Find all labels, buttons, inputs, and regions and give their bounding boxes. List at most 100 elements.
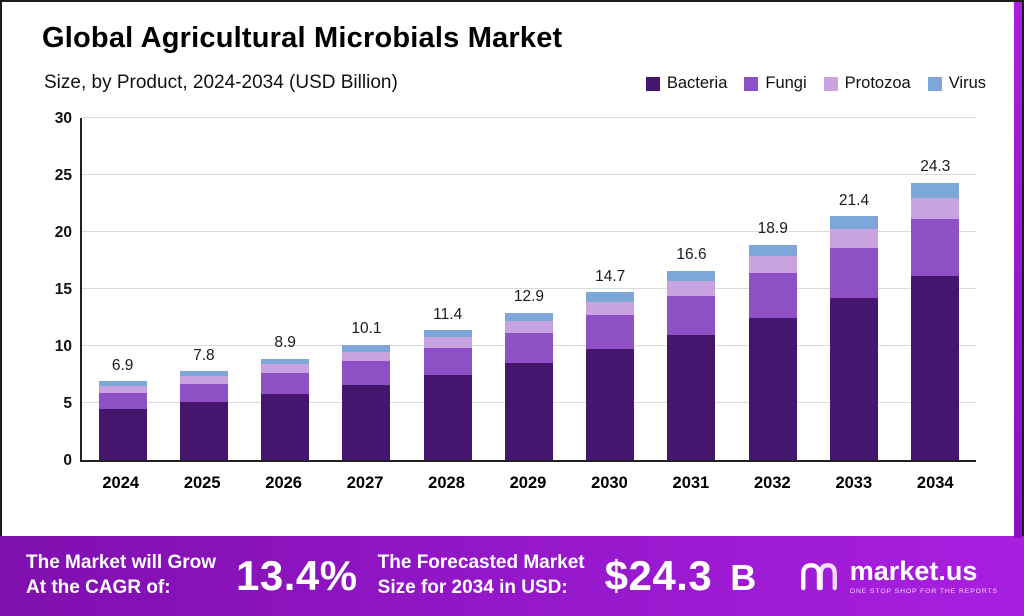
chart-subtitle: Size, by Product, 2024-2034 (USD Billion… — [44, 72, 398, 93]
brand-name: market.us — [849, 555, 978, 586]
chart-section: Global Agricultural Microbials Market Si… — [0, 0, 1024, 538]
market-us-logo-icon — [798, 553, 840, 600]
y-tick-label-10: 10 — [54, 337, 72, 355]
total-label-2031: 16.6 — [676, 246, 707, 264]
bar-group-2025: 7.8 — [163, 118, 244, 460]
bar-stack-2024 — [98, 381, 147, 460]
brand-edge-strip — [1014, 2, 1022, 538]
bar-stack-2033 — [830, 216, 879, 460]
brand-tagline: One Stop Shop For The Reports — [849, 587, 998, 595]
forecast-label-line1: The Forecasted Market — [377, 552, 585, 574]
segment-protozoa-2030 — [586, 301, 635, 316]
chart-title: Global Agricultural Microbials Market — [42, 22, 563, 54]
bar-stack-2028 — [423, 330, 472, 461]
segment-fungi-2030 — [586, 315, 635, 350]
y-tick-label-0: 0 — [63, 451, 72, 469]
total-label-2024: 6.9 — [111, 356, 134, 374]
bars-layer: 6.9 7.8 8.9 10.1 11.4 12.9 14.7 16.6 18.9 21.4 24.… — [82, 118, 976, 461]
bar-group-2026: 8.9 — [245, 118, 326, 460]
segment-bacteria-2030 — [586, 349, 635, 461]
total-label-2026: 8.9 — [274, 334, 296, 352]
cagr-value: 13.4% — [236, 552, 358, 599]
bar-group-2029: 12.9 — [488, 118, 569, 460]
total-label-2030: 14.7 — [595, 267, 626, 285]
bar-group-2032: 18.9 — [732, 118, 813, 460]
segment-virus-2030 — [586, 292, 635, 302]
segment-virus-2034 — [911, 182, 960, 198]
x-tick-label-2031: 2031 — [672, 474, 710, 492]
cagr-label-line2: At the CAGR of: — [26, 577, 171, 598]
forecast-amount: $24.3 — [604, 552, 713, 599]
segment-fungi-2034 — [911, 219, 960, 277]
bar-group-2030: 14.7 — [570, 118, 651, 461]
bar-group-2033: 21.4 — [813, 118, 894, 460]
segment-fungi-2024 — [98, 392, 147, 409]
bar-stack-2026 — [261, 358, 310, 460]
legend-label: Fungi — [765, 74, 807, 92]
segment-protozoa-2032 — [748, 255, 797, 274]
legend-item-virus: Virus — [927, 74, 986, 93]
legend-label: Virus — [948, 74, 986, 92]
legend-swatch-bacteria — [645, 76, 660, 91]
legend-item-bacteria: Bacteria — [645, 74, 728, 93]
legend-swatch-fungi — [744, 76, 759, 91]
bar-group-2024: 6.9 — [82, 118, 163, 460]
segment-virus-2027 — [342, 344, 391, 352]
segment-fungi-2029 — [504, 333, 553, 364]
gridline-20 — [82, 231, 976, 232]
segment-virus-2031 — [667, 270, 716, 282]
gridline-25 — [82, 174, 976, 175]
bottom-banner: The Market will Grow At the CAGR of: 13.… — [0, 536, 1024, 616]
bar-stack-2027 — [342, 344, 391, 461]
total-label-2034: 24.3 — [920, 158, 951, 176]
legend-item-fungi: Fungi — [744, 74, 807, 93]
segment-fungi-2027 — [342, 360, 391, 385]
legend-label: Protozoa — [844, 74, 911, 92]
y-tick-label-5: 5 — [63, 394, 72, 412]
total-label-2032: 18.9 — [757, 220, 788, 238]
bar-group-2031: 16.6 — [651, 118, 732, 460]
segment-bacteria-2032 — [748, 317, 797, 460]
plot-area: 6.9 7.8 8.9 10.1 11.4 12.9 14.7 16.6 18.9 21.4 24.… — [55, 110, 976, 467]
x-tick-label-2034: 2034 — [916, 474, 954, 492]
total-label-2033: 21.4 — [838, 191, 870, 209]
bar-group-2034: 24.3 — [895, 118, 976, 460]
cagr-label-line1: The Market will Grow — [26, 552, 217, 574]
bar-stack-2034 — [911, 182, 960, 460]
bar-stack-2029 — [504, 312, 553, 460]
segment-fungi-2031 — [667, 295, 716, 335]
forecast-value: $24.3 B — [605, 552, 757, 600]
segment-bacteria-2028 — [423, 374, 472, 461]
segment-fungi-2032 — [748, 273, 797, 318]
segment-bacteria-2027 — [342, 384, 391, 461]
forecast-unit: B — [730, 557, 757, 598]
segment-protozoa-2033 — [830, 228, 879, 248]
x-tick-label-2026: 2026 — [265, 474, 302, 492]
legend-swatch-protozoa — [823, 76, 838, 91]
segment-protozoa-2031 — [667, 281, 716, 296]
segment-protozoa-2029 — [504, 320, 553, 334]
segment-virus-2026 — [261, 358, 310, 365]
segment-protozoa-2028 — [423, 336, 472, 349]
segment-fungi-2033 — [830, 247, 879, 299]
x-tick-label-2029: 2029 — [509, 474, 547, 492]
segment-protozoa-2034 — [911, 197, 960, 220]
legend-label: Bacteria — [666, 74, 728, 92]
segment-bacteria-2024 — [98, 408, 147, 460]
segment-protozoa-2026 — [261, 364, 310, 374]
segment-virus-2025 — [179, 371, 228, 376]
bar-stack-2025 — [179, 371, 228, 460]
bar-stack-2030 — [586, 292, 635, 461]
segment-fungi-2028 — [423, 348, 472, 375]
segment-fungi-2025 — [179, 383, 228, 402]
gridline-15 — [82, 288, 976, 289]
bar-stack-2031 — [667, 270, 716, 460]
bar-group-2027: 10.1 — [326, 118, 407, 461]
forecast-label-line2: Size for 2034 in USD: — [377, 577, 568, 598]
x-tick-label-2024: 2024 — [102, 474, 140, 492]
total-label-2028: 11.4 — [433, 305, 463, 323]
x-tick-label-2033: 2033 — [835, 474, 873, 492]
segment-bacteria-2033 — [830, 298, 879, 460]
segment-virus-2029 — [504, 312, 553, 321]
